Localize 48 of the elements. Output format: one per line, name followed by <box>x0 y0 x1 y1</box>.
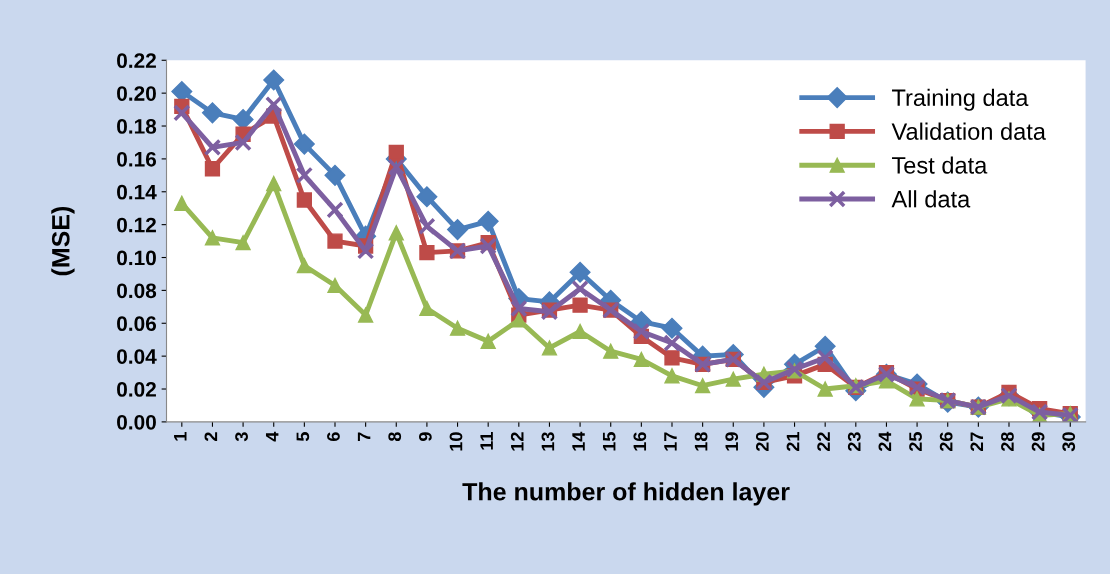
y-tick-label: 0.10 <box>117 250 156 266</box>
x-tick-label: 1 <box>174 432 187 441</box>
x-tick-label: 21 <box>786 432 800 452</box>
x-tick-label: 24 <box>878 431 892 452</box>
y-tick-label: 0.00 <box>117 414 156 430</box>
y-axis-title: (MSE) <box>51 206 75 276</box>
x-axis-title: The number of hidden layer <box>462 482 790 506</box>
x-tick-label: 10 <box>449 432 463 451</box>
legend-label: Test data <box>892 156 988 174</box>
x-tick-label: 4 <box>265 431 279 442</box>
x-tick-label: 15 <box>602 432 616 451</box>
y-tick-label: 0.06 <box>117 316 157 332</box>
x-tick-label: 2 <box>204 432 218 442</box>
y-tick-label: 0.14 <box>117 184 157 200</box>
x-tick-label: 13 <box>541 432 555 451</box>
x-tick-label: 20 <box>755 432 769 452</box>
y-tick-label: 0.08 <box>117 283 157 299</box>
y-tick-label: 0.22 <box>117 53 156 69</box>
y-tick-label: 0.20 <box>117 86 156 101</box>
legend-label: Validation data <box>891 122 1046 140</box>
y-tick-label: 0.18 <box>117 119 157 134</box>
y-tick-label: 0.16 <box>117 151 157 167</box>
x-tick-label: 11 <box>480 432 493 450</box>
x-tick-label: 25 <box>909 432 922 452</box>
x-tick-label: 16 <box>633 432 647 451</box>
x-tick-label: 26 <box>939 432 953 452</box>
x-tick-label: 30 <box>1062 432 1076 452</box>
x-tick-label: 7 <box>357 432 371 441</box>
y-tick-label: 0.12 <box>117 217 156 233</box>
x-tick-label: 6 <box>327 432 340 441</box>
x-tick-label: 18 <box>694 432 708 451</box>
y-tick-label: 0.02 <box>117 382 156 397</box>
x-tick-label: 27 <box>970 432 984 452</box>
y-tick-label: 0.04 <box>117 349 157 364</box>
x-tick-label: 29 <box>1031 432 1045 452</box>
x-tick-label: 23 <box>847 432 861 452</box>
x-tick-label: 14 <box>572 431 585 451</box>
x-tick-label: 9 <box>418 432 432 442</box>
x-tick-label: 12 <box>510 432 524 451</box>
x-tick-label: 17 <box>664 432 677 451</box>
x-tick-label: 8 <box>388 432 402 442</box>
x-tick-label: 19 <box>725 432 739 451</box>
legend-label: Training data <box>892 88 1029 111</box>
x-tick-label: 28 <box>1001 432 1014 452</box>
x-tick-label: 5 <box>296 432 310 442</box>
x-tick-label: 3 <box>235 432 248 442</box>
legend-label: All data <box>891 190 971 208</box>
x-tick-label: 22 <box>817 432 830 452</box>
